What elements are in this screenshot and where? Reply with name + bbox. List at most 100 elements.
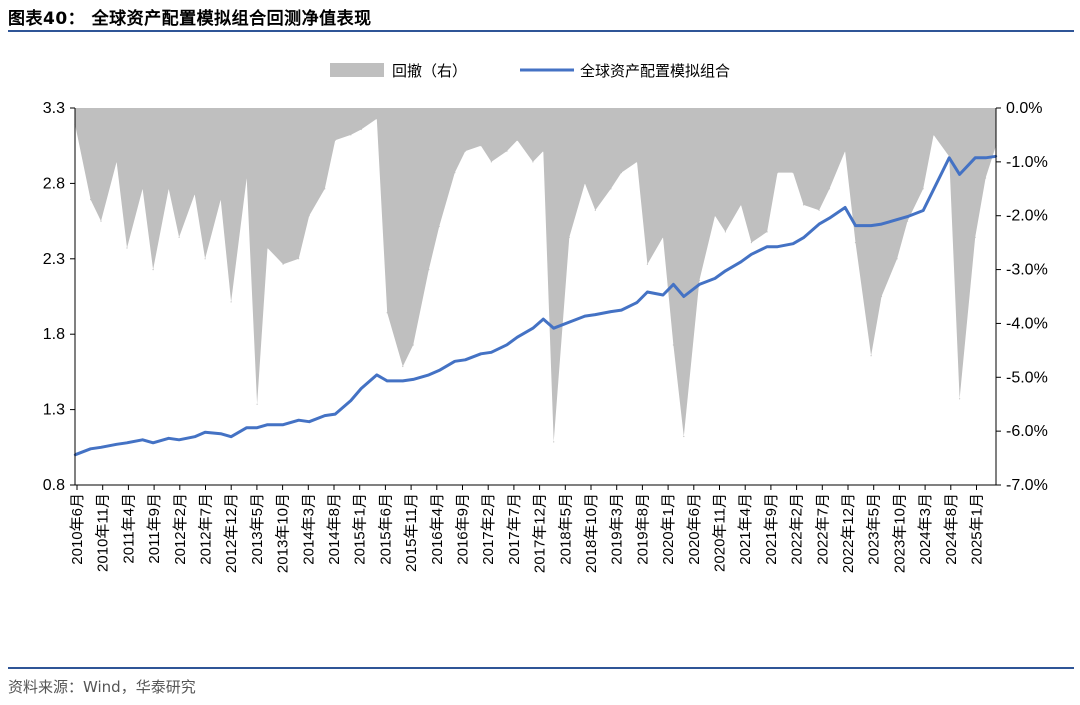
nav-point <box>464 358 467 361</box>
drawdown-point <box>646 263 649 265</box>
nav-point <box>776 245 779 248</box>
x-tick-label: 2010年11月 <box>95 493 112 572</box>
source-note: 资料来源：Wind，华泰研究 <box>8 678 196 696</box>
nav-point <box>594 313 597 316</box>
drawdown-point <box>854 242 857 244</box>
drawdown-point <box>985 177 987 179</box>
nav-point <box>479 352 483 355</box>
x-tick-label: 2012年2月 <box>172 493 189 565</box>
drawdown-point <box>386 312 388 314</box>
drawdown-point <box>126 247 128 249</box>
nav-point <box>531 327 535 330</box>
drawdown-point <box>464 150 466 152</box>
nav-point <box>635 301 639 304</box>
nav-point <box>266 423 269 426</box>
drawdown-point <box>428 269 430 271</box>
drawdown-point <box>516 139 518 141</box>
x-tick-label: 2016年9月 <box>455 493 472 565</box>
nav-point <box>167 437 170 440</box>
drawdown-point <box>776 172 779 174</box>
x-tick-label: 2020年11月 <box>712 493 729 572</box>
drawdown-point <box>974 236 976 238</box>
drawdown-point <box>412 344 414 346</box>
drawdown-point <box>724 231 727 233</box>
nav-point <box>646 290 649 294</box>
drawdown-point <box>662 236 664 238</box>
drawdown-point <box>116 161 118 163</box>
legend-label-line: 全球资产配置模拟组合 <box>580 62 730 80</box>
x-tick-label: 2017年7月 <box>506 493 523 565</box>
nav-point <box>906 215 909 218</box>
drawdown-point <box>620 172 623 174</box>
nav-point <box>609 310 613 313</box>
drawdown-point <box>350 134 352 136</box>
drawdown-point <box>298 258 300 260</box>
x-tick-label: 2015年1月 <box>352 493 369 565</box>
nav-point <box>802 236 805 239</box>
x-tick-label: 2012年12月 <box>223 493 240 573</box>
y-right-tick-label: -2.0% <box>1006 208 1048 225</box>
legend-label-drawdown: 回撤（右） <box>392 62 467 80</box>
nav-point <box>125 441 129 444</box>
drawdown-point <box>490 161 492 163</box>
nav-point <box>255 426 259 429</box>
x-tick-label: 2013年5月 <box>249 493 266 565</box>
nav-point <box>297 419 300 422</box>
y-left-tick-label: 3.3 <box>43 100 65 117</box>
x-tick-label: 2023年5月 <box>866 493 883 565</box>
drawdown-point <box>204 258 206 260</box>
x-tick-label: 2024年8月 <box>943 493 960 565</box>
drawdown-point <box>594 209 596 211</box>
x-tick-label: 2018年10月 <box>583 493 600 573</box>
drawdown-point <box>324 188 326 190</box>
drawdown-point <box>792 172 794 174</box>
title-rule <box>8 30 1074 32</box>
x-tick-label: 2011年9月 <box>146 493 163 564</box>
x-tick-label: 2019年3月 <box>609 493 626 565</box>
drawdown-point <box>506 150 508 152</box>
drawdown-point <box>194 193 196 195</box>
y-right-tick-label: -3.0% <box>1006 262 1048 279</box>
drawdown-point <box>906 220 909 222</box>
drawdown-point <box>308 215 310 217</box>
nav-point <box>323 414 326 417</box>
drawdown-point <box>610 188 612 190</box>
x-tick-label: 2022年2月 <box>789 493 806 565</box>
nav-point <box>438 369 441 372</box>
y-left-tick-label: 2.8 <box>43 175 65 192</box>
x-tick-label: 2022年12月 <box>840 493 857 573</box>
y-right-tick-label: -1.0% <box>1006 154 1048 171</box>
x-tick-label: 2025年1月 <box>969 493 986 565</box>
drawdown-point <box>870 355 872 357</box>
x-tick-label: 2022年7月 <box>814 493 831 565</box>
nav-point <box>375 373 378 377</box>
nav-point <box>229 435 233 438</box>
x-tick-label: 2024年3月 <box>917 493 934 565</box>
x-tick-label: 2017年12月 <box>532 493 549 573</box>
drawdown-point <box>672 344 675 346</box>
drawdown-point <box>230 301 232 303</box>
drawdown-point <box>90 199 92 201</box>
nav-point <box>151 441 155 444</box>
drawdown-point <box>220 199 222 201</box>
x-tick-label: 2021年4月 <box>737 493 754 565</box>
drawdown-point <box>282 263 284 265</box>
nav-point <box>958 173 961 176</box>
legend-swatch-drawdown <box>330 63 384 77</box>
x-tick-label: 2021年9月 <box>763 493 780 565</box>
drawdown-point <box>152 269 154 271</box>
drawdown-point <box>246 177 248 179</box>
y-left-tick-label: 2.3 <box>43 251 65 268</box>
y-left-tick-label: 0.8 <box>43 477 65 494</box>
drawdown-point <box>750 242 753 244</box>
axes: 3.3 2.8 2.3 1.8 1.3 0.8 0.0% -1.0% -2.0% -3.0% -4.… <box>43 100 1048 573</box>
drawdown-point <box>376 118 378 120</box>
drawdown-point <box>178 236 180 238</box>
drawdown-point <box>922 188 924 190</box>
nav-point <box>219 432 222 435</box>
drawdown-point <box>480 145 482 147</box>
drawdown-point <box>454 172 456 174</box>
x-tick-label: 2016年4月 <box>429 493 446 565</box>
nav-point <box>203 431 207 434</box>
drawdown-point <box>553 441 555 443</box>
